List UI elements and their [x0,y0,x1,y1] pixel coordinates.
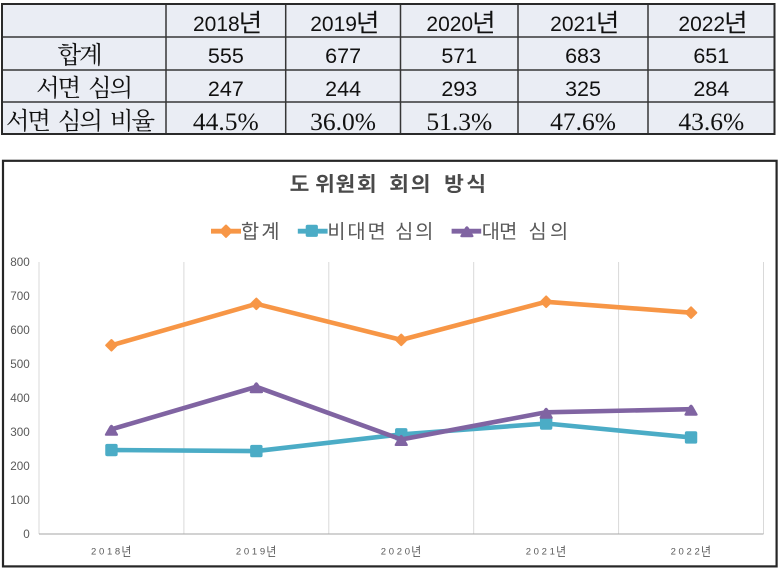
svg-text:700: 700 [10,290,30,303]
svg-text:244: 244 [325,77,361,101]
svg-text:2018: 2018 [193,13,240,36]
svg-text:2019: 2019 [236,546,268,557]
svg-text:284: 284 [693,77,729,101]
svg-text:2022: 2022 [671,546,703,557]
svg-text:325: 325 [565,77,601,101]
svg-text:36.0%: 36.0% [310,107,376,136]
svg-text:683: 683 [565,44,601,68]
svg-text:200: 200 [10,460,30,473]
svg-text:0: 0 [23,528,30,541]
svg-text:651: 651 [693,44,729,68]
svg-text:2019: 2019 [310,13,357,36]
svg-text:2020: 2020 [426,13,473,36]
svg-text:247: 247 [208,77,244,101]
svg-text:300: 300 [10,426,30,439]
svg-text:2021: 2021 [526,546,558,557]
svg-text:571: 571 [441,44,477,68]
svg-text:44.5%: 44.5% [193,107,259,136]
svg-text:43.6%: 43.6% [678,107,744,136]
svg-text:2021: 2021 [550,13,597,36]
svg-text:677: 677 [325,44,361,68]
svg-text:51.3%: 51.3% [426,107,492,136]
svg-text:100: 100 [10,494,30,507]
svg-text:47.6%: 47.6% [550,107,616,136]
svg-text:800: 800 [10,256,30,269]
svg-text:2018: 2018 [91,546,123,557]
svg-text:500: 500 [10,358,30,371]
svg-text:600: 600 [10,324,30,337]
svg-text:400: 400 [10,392,30,405]
svg-text:2020: 2020 [381,546,413,557]
svg-text:555: 555 [208,44,244,68]
svg-text:293: 293 [441,77,477,101]
svg-text:2022: 2022 [678,13,725,36]
